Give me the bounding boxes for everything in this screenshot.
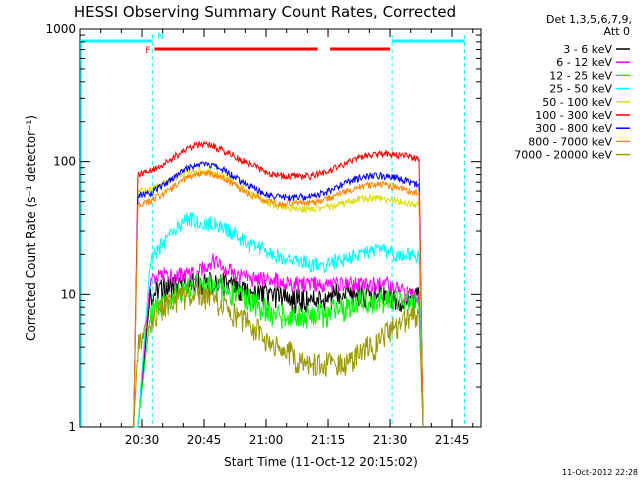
- y-tick-label: 1: [68, 420, 76, 434]
- x-tick-label: 21:15: [311, 433, 346, 447]
- chart-title: HESSI Observing Summary Count Rates, Cor…: [74, 3, 456, 21]
- x-tick-label: 21:00: [249, 433, 284, 447]
- y-axis-label: Corrected Count Rate (s⁻¹ detector⁻¹): [24, 115, 38, 341]
- series-line-5: [133, 140, 424, 428]
- flag-bars: FN: [80, 32, 465, 56]
- x-tick-label: 21:30: [373, 433, 408, 447]
- y-axis-ticks: 1 10 100 1000: [45, 22, 481, 434]
- series-line-7: [133, 169, 424, 428]
- legend-label: 12 - 25 keV: [549, 69, 612, 82]
- flag-label-n: N: [157, 32, 164, 42]
- x-tick-label: 21:45: [435, 433, 470, 447]
- x-axis-label: Start Time (11-Oct-12 20:15:02): [224, 455, 418, 469]
- series-line-2: [133, 273, 424, 428]
- legend-label: 25 - 50 keV: [549, 83, 612, 96]
- x-tick-label: 20:30: [125, 433, 160, 447]
- legend-header-attenuator: Att 0: [604, 25, 630, 38]
- legend-label: 300 - 800 keV: [535, 122, 612, 135]
- y-tick-label: 1000: [45, 22, 76, 36]
- y-tick-label: 10: [61, 287, 76, 301]
- legend-label: 7000 - 20000 keV: [514, 149, 612, 162]
- legend-header-detectors: Det 1,3,5,6,7,9,: [546, 13, 632, 26]
- series-line-3: [133, 211, 424, 428]
- series-line-1: [133, 253, 424, 428]
- x-tick-label: 20:45: [187, 433, 222, 447]
- series-line-8: [133, 282, 424, 428]
- plot-frame: [79, 28, 482, 428]
- legend-label: 6 - 12 keV: [556, 56, 612, 69]
- series-line-4: [133, 167, 424, 428]
- night-interval-lines: [80, 35, 465, 427]
- series-line-6: [133, 161, 424, 428]
- timestamp: 11-Oct-2012 22:28: [562, 468, 638, 477]
- flag-label-f: F: [145, 46, 150, 56]
- series-lines: [133, 140, 424, 428]
- legend-label: 100 - 300 keV: [535, 109, 612, 122]
- legend-label: 800 - 7000 keV: [528, 135, 612, 148]
- legend-label: 3 - 6 keV: [563, 43, 612, 56]
- legend-label: 50 - 100 keV: [542, 96, 612, 109]
- x-axis-ticks: 20:30 20:45 21:00 21:15 21:30 21:45: [100, 29, 474, 447]
- y-tick-label: 100: [53, 155, 76, 169]
